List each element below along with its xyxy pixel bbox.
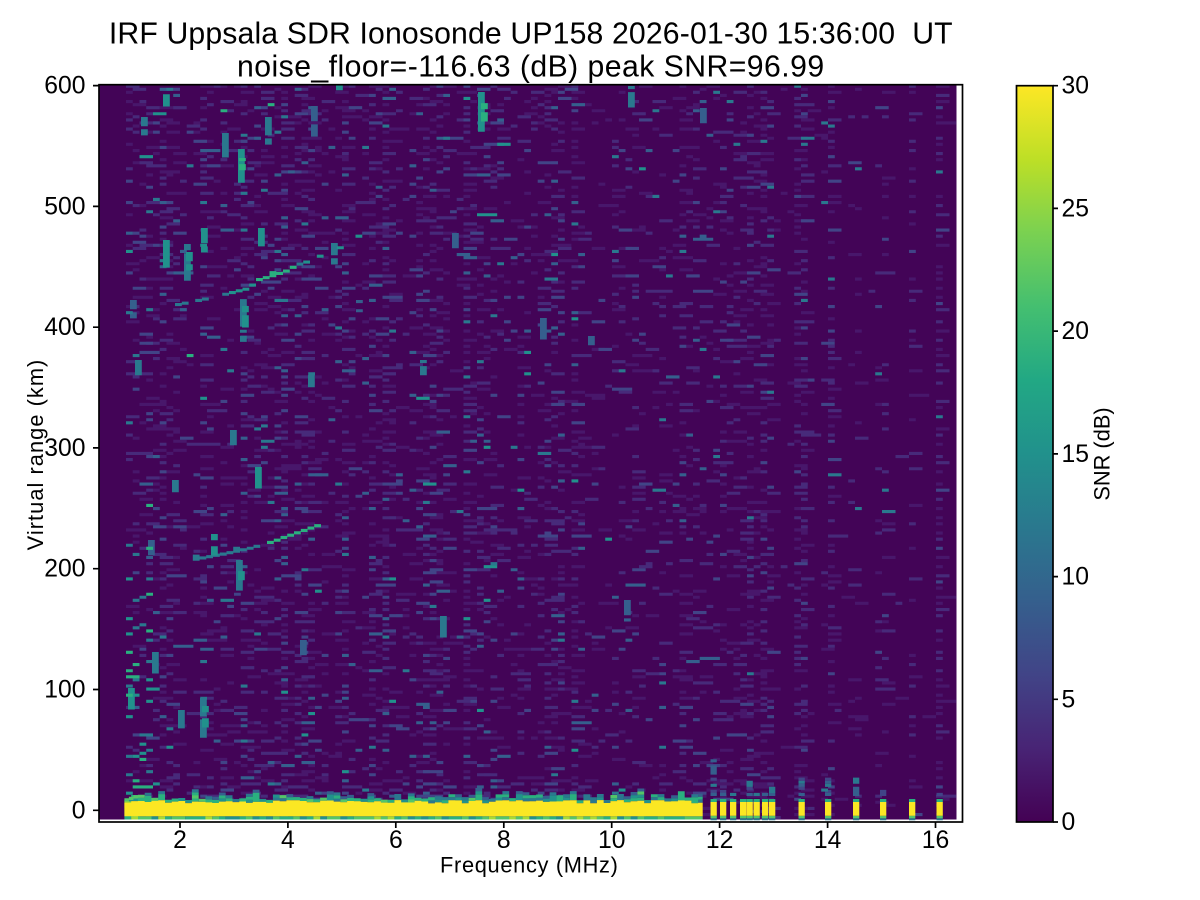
svg-text:30: 30: [1062, 73, 1089, 100]
svg-text:100: 100: [44, 677, 85, 704]
svg-text:500: 500: [44, 193, 85, 220]
svg-text:Virtual range (km): Virtual range (km): [23, 359, 48, 551]
svg-text:300: 300: [44, 435, 85, 462]
svg-text:6: 6: [389, 827, 403, 854]
svg-text:12: 12: [706, 827, 733, 854]
svg-text:noise_floor=-116.63 (dB) peak: noise_floor=-116.63 (dB) peak SNR=96.99: [237, 50, 825, 83]
svg-text:200: 200: [44, 556, 85, 583]
svg-text:0: 0: [72, 797, 86, 824]
svg-text:10: 10: [598, 827, 625, 854]
svg-text:0: 0: [1062, 809, 1076, 836]
svg-text:600: 600: [44, 73, 85, 100]
svg-text:15: 15: [1062, 441, 1089, 468]
svg-text:5: 5: [1062, 686, 1076, 713]
svg-text:Frequency (MHz): Frequency (MHz): [440, 853, 619, 878]
svg-text:SNR (dB): SNR (dB): [1090, 407, 1115, 500]
svg-text:4: 4: [281, 827, 295, 854]
svg-text:400: 400: [44, 314, 85, 341]
svg-text:20: 20: [1062, 318, 1089, 345]
svg-text:14: 14: [814, 827, 841, 854]
svg-text:2: 2: [173, 827, 187, 854]
svg-text:25: 25: [1062, 195, 1089, 222]
svg-text:8: 8: [497, 827, 511, 854]
svg-text:16: 16: [922, 827, 949, 854]
svg-text:IRF Uppsala SDR Ionosonde UP15: IRF Uppsala SDR Ionosonde UP158 2026-01-…: [109, 17, 953, 50]
svg-text:10: 10: [1062, 564, 1089, 591]
